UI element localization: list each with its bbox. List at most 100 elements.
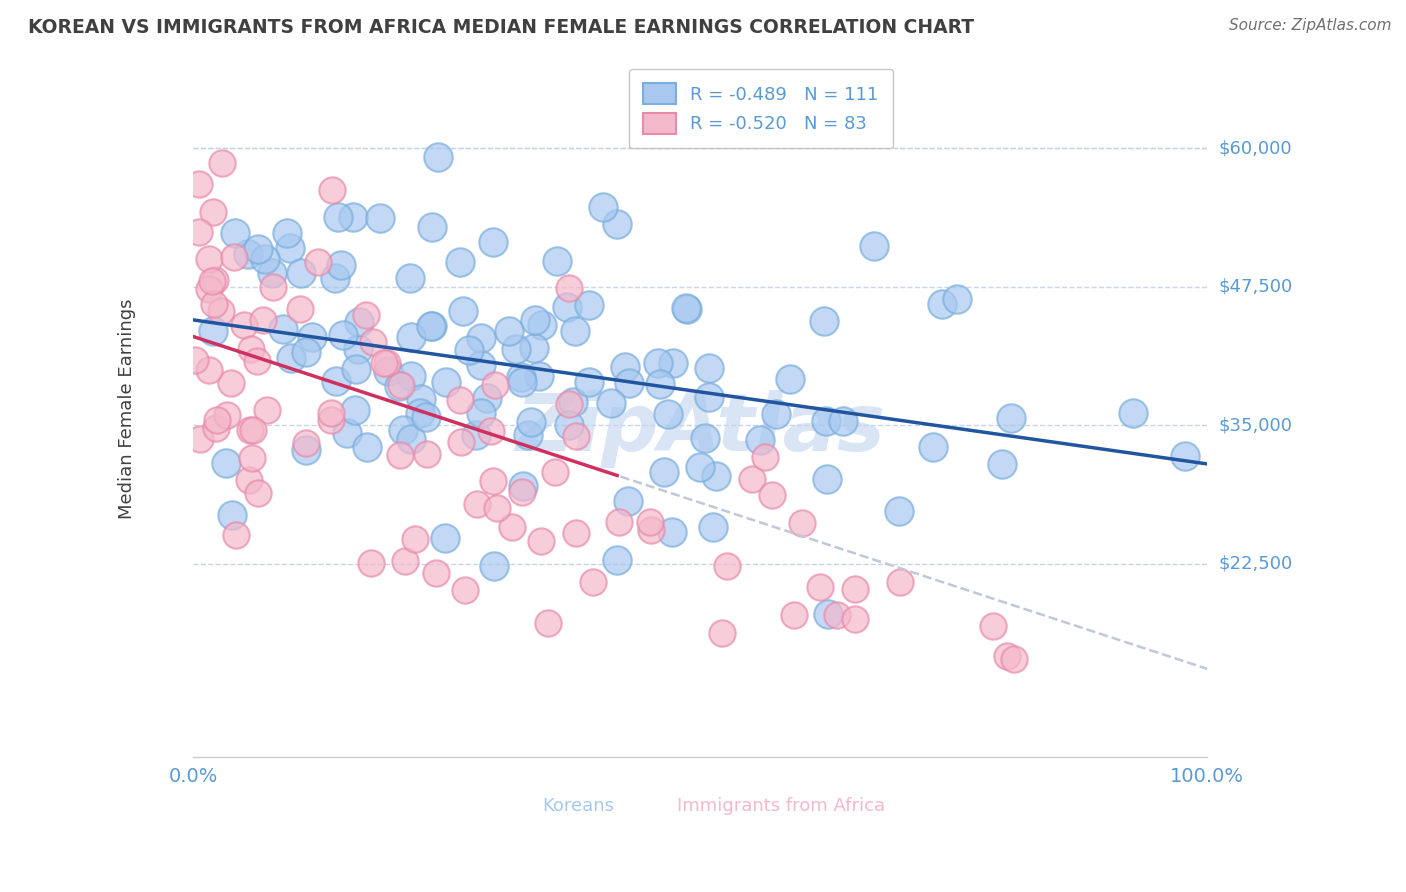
Point <box>1000 411 1022 425</box>
Point <box>375 356 398 370</box>
Point <box>582 574 605 589</box>
Text: $22,500: $22,500 <box>1219 555 1292 573</box>
Point <box>224 226 246 240</box>
Point <box>295 344 318 359</box>
Point <box>276 226 298 240</box>
Point <box>256 403 278 417</box>
Point <box>647 356 669 370</box>
Point <box>346 343 368 357</box>
Point <box>931 296 953 310</box>
Point <box>360 556 382 570</box>
Point <box>201 205 224 219</box>
Point <box>370 211 392 226</box>
Point <box>813 314 835 328</box>
Point <box>184 352 207 367</box>
Point <box>530 533 553 548</box>
Point <box>470 406 492 420</box>
Point <box>420 318 443 333</box>
Point <box>617 376 640 390</box>
Point <box>401 369 423 384</box>
Point <box>336 426 359 441</box>
Point <box>606 553 628 567</box>
Point <box>510 375 533 389</box>
Point <box>207 412 229 426</box>
Point <box>527 369 550 384</box>
Point <box>517 428 540 442</box>
Point <box>564 429 586 443</box>
Point <box>202 324 225 338</box>
Point <box>844 612 866 626</box>
Point <box>761 488 783 502</box>
Text: $60,000: $60,000 <box>1219 139 1292 157</box>
Point <box>520 415 543 429</box>
Point <box>247 486 270 500</box>
Point <box>187 177 209 191</box>
Point <box>344 361 367 376</box>
Text: $47,500: $47,500 <box>1219 277 1292 295</box>
Point <box>221 508 243 522</box>
Point <box>523 341 546 355</box>
Point <box>457 343 479 357</box>
Point <box>509 369 531 384</box>
Point <box>399 329 422 343</box>
Point <box>290 301 312 316</box>
Point <box>704 469 727 483</box>
Point <box>354 308 377 322</box>
Point <box>510 485 533 500</box>
Point <box>676 302 699 317</box>
Point <box>1174 449 1197 463</box>
Point <box>814 414 837 428</box>
Point <box>470 331 492 345</box>
Point <box>204 273 226 287</box>
Point <box>844 582 866 597</box>
Point <box>485 501 508 516</box>
Point <box>505 342 527 356</box>
Point <box>254 252 277 267</box>
Point <box>808 580 831 594</box>
Point <box>377 364 399 378</box>
Point <box>640 523 662 537</box>
Point <box>450 435 472 450</box>
Point <box>702 519 724 533</box>
Point <box>361 334 384 349</box>
Point <box>592 200 614 214</box>
Point <box>332 327 354 342</box>
Point <box>652 465 675 479</box>
Point <box>222 250 245 264</box>
Point <box>449 392 471 407</box>
Point <box>295 442 318 457</box>
Point <box>481 235 503 250</box>
Point <box>225 527 247 541</box>
Point <box>290 266 312 280</box>
Point <box>1122 406 1144 420</box>
Text: Koreans: Koreans <box>543 797 614 815</box>
Point <box>247 242 270 256</box>
Point <box>832 414 855 428</box>
Point <box>388 379 411 393</box>
Point <box>330 258 353 272</box>
Point <box>425 566 447 581</box>
Point <box>391 424 413 438</box>
Point <box>790 516 813 530</box>
Point <box>558 281 581 295</box>
Point <box>238 473 260 487</box>
Point <box>238 424 260 438</box>
Point <box>555 300 578 314</box>
Point <box>661 524 683 539</box>
Point <box>887 504 910 518</box>
Point <box>741 472 763 486</box>
Point <box>537 616 560 631</box>
Point <box>449 255 471 269</box>
Point <box>562 395 585 409</box>
Point <box>273 322 295 336</box>
Point <box>215 456 238 470</box>
Point <box>512 479 534 493</box>
Point <box>373 356 395 370</box>
Point <box>1002 652 1025 666</box>
Point <box>748 433 770 447</box>
Point <box>427 151 450 165</box>
Point <box>197 363 219 377</box>
Point <box>765 407 787 421</box>
Point <box>252 313 274 327</box>
Point <box>599 395 621 409</box>
